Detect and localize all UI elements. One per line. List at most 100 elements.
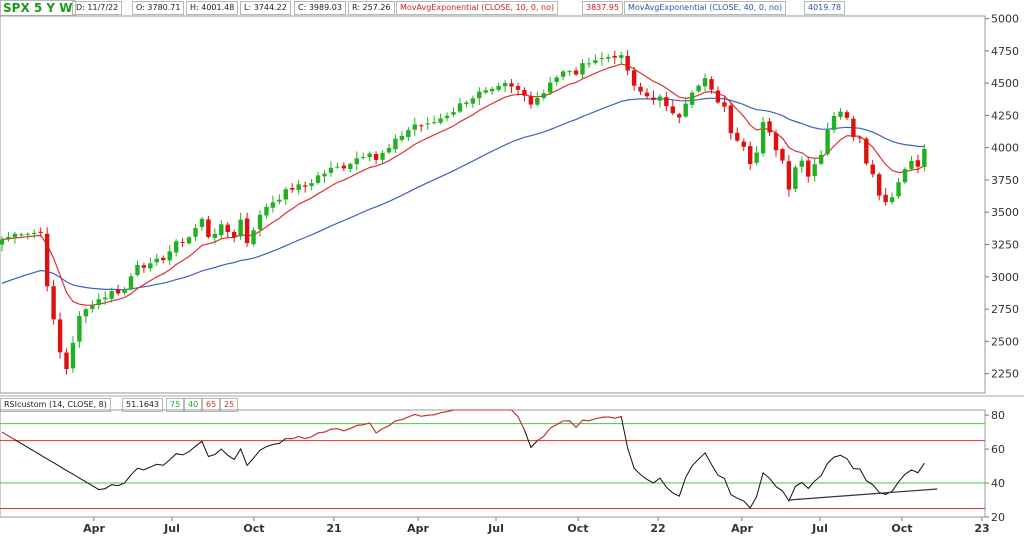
candle-body: [419, 125, 424, 127]
rsi-tick-label-40: 40: [991, 477, 1005, 490]
candle-body: [470, 98, 476, 104]
candle: [354, 151, 359, 171]
candle-body: [889, 197, 895, 203]
candle-body: [212, 233, 218, 239]
candle-body: [915, 160, 921, 167]
candle: [644, 88, 650, 99]
candle-body: [522, 89, 527, 96]
candle-body: [399, 136, 405, 140]
candle-body: [573, 70, 579, 75]
candle: [328, 161, 334, 177]
rsi-trendline: [788, 488, 938, 501]
candle-body: [883, 194, 888, 203]
time-axis: Apr Jul Oct 21 Apr Jul Oct 22 Apr Jul Oct 23: [83, 517, 990, 535]
candle-body: [483, 90, 488, 93]
candle-body: [851, 118, 856, 138]
candle: [12, 232, 18, 244]
candle-body: [109, 291, 114, 299]
candle: [728, 102, 734, 140]
candle: [431, 115, 437, 125]
candle-body: [161, 257, 166, 261]
candle: [57, 312, 63, 359]
candle-body: [173, 241, 179, 253]
candle-body: [818, 154, 824, 164]
candle-body: [296, 184, 301, 190]
time-tick-label: Apr: [407, 522, 429, 535]
candle-body: [348, 163, 353, 170]
candle: [612, 50, 617, 64]
candle-body: [689, 92, 695, 105]
candle: [896, 177, 901, 200]
candle: [818, 150, 824, 166]
candle-body: [509, 83, 514, 87]
rsi-frame: [0, 409, 986, 518]
candle: [277, 194, 282, 205]
candle: [502, 80, 508, 93]
candle-body: [548, 82, 553, 93]
candle-body: [193, 228, 198, 237]
price-tick-label-2250: 2250: [991, 368, 1019, 381]
candle: [6, 231, 11, 242]
candle-body: [141, 265, 147, 268]
candle-body: [302, 185, 308, 187]
candle: [535, 91, 540, 107]
candle: [173, 239, 179, 257]
candle: [251, 227, 256, 247]
candle-body: [128, 276, 134, 290]
candle-body: [741, 141, 746, 147]
candle-body: [844, 112, 850, 118]
candle: [44, 227, 50, 292]
price-tick-label-4000: 4000: [991, 142, 1019, 155]
candle-body: [199, 218, 205, 227]
candle: [457, 97, 463, 114]
candle: [83, 307, 89, 324]
candle: [580, 59, 585, 79]
candle: [90, 300, 95, 313]
candle: [851, 115, 856, 142]
candle: [748, 141, 753, 170]
candle-body: [380, 152, 385, 160]
candle-body: [812, 164, 817, 176]
price-axis: 2250 2500 2750 3000 3250 3500 3750 4000 4250 4500…: [985, 13, 1019, 381]
candle-body: [754, 152, 759, 163]
price-tick-label-3250: 3250: [991, 239, 1019, 252]
candle-body: [606, 57, 611, 59]
candle-body: [767, 121, 772, 133]
candle-body: [490, 88, 495, 92]
candle: [270, 195, 276, 213]
candle: [51, 279, 56, 325]
candle-body: [728, 105, 734, 134]
candle-body: [799, 160, 804, 167]
candle: [180, 238, 185, 248]
candle-body: [515, 86, 521, 90]
candle: [167, 244, 172, 265]
ema10-path: [1, 63, 925, 306]
candle-body: [180, 241, 185, 243]
candle-body: [64, 352, 69, 370]
candle-body: [677, 114, 682, 118]
time-tick-label: Oct: [243, 522, 264, 535]
time-tick-label: 22: [650, 522, 665, 535]
candle-body: [115, 289, 121, 294]
candle-body: [122, 289, 127, 293]
candle: [412, 117, 417, 136]
candle-body: [457, 103, 463, 112]
candle-body: [631, 70, 637, 86]
candle-body: [864, 138, 869, 164]
candle-body: [425, 123, 430, 125]
candle-body: [219, 224, 224, 236]
rsi-tick-label-60: 60: [991, 443, 1005, 456]
candle-body: [103, 297, 108, 300]
candle: [109, 287, 114, 303]
candle: [406, 126, 411, 141]
candle: [689, 90, 695, 108]
candle: [715, 86, 721, 104]
candle: [509, 78, 514, 94]
candle: [683, 98, 688, 118]
candle-body: [354, 158, 359, 165]
price-tick-label-4750: 4750: [991, 45, 1019, 58]
candle: [193, 224, 198, 242]
candle-body: [793, 167, 798, 189]
candle-body: [651, 97, 656, 101]
